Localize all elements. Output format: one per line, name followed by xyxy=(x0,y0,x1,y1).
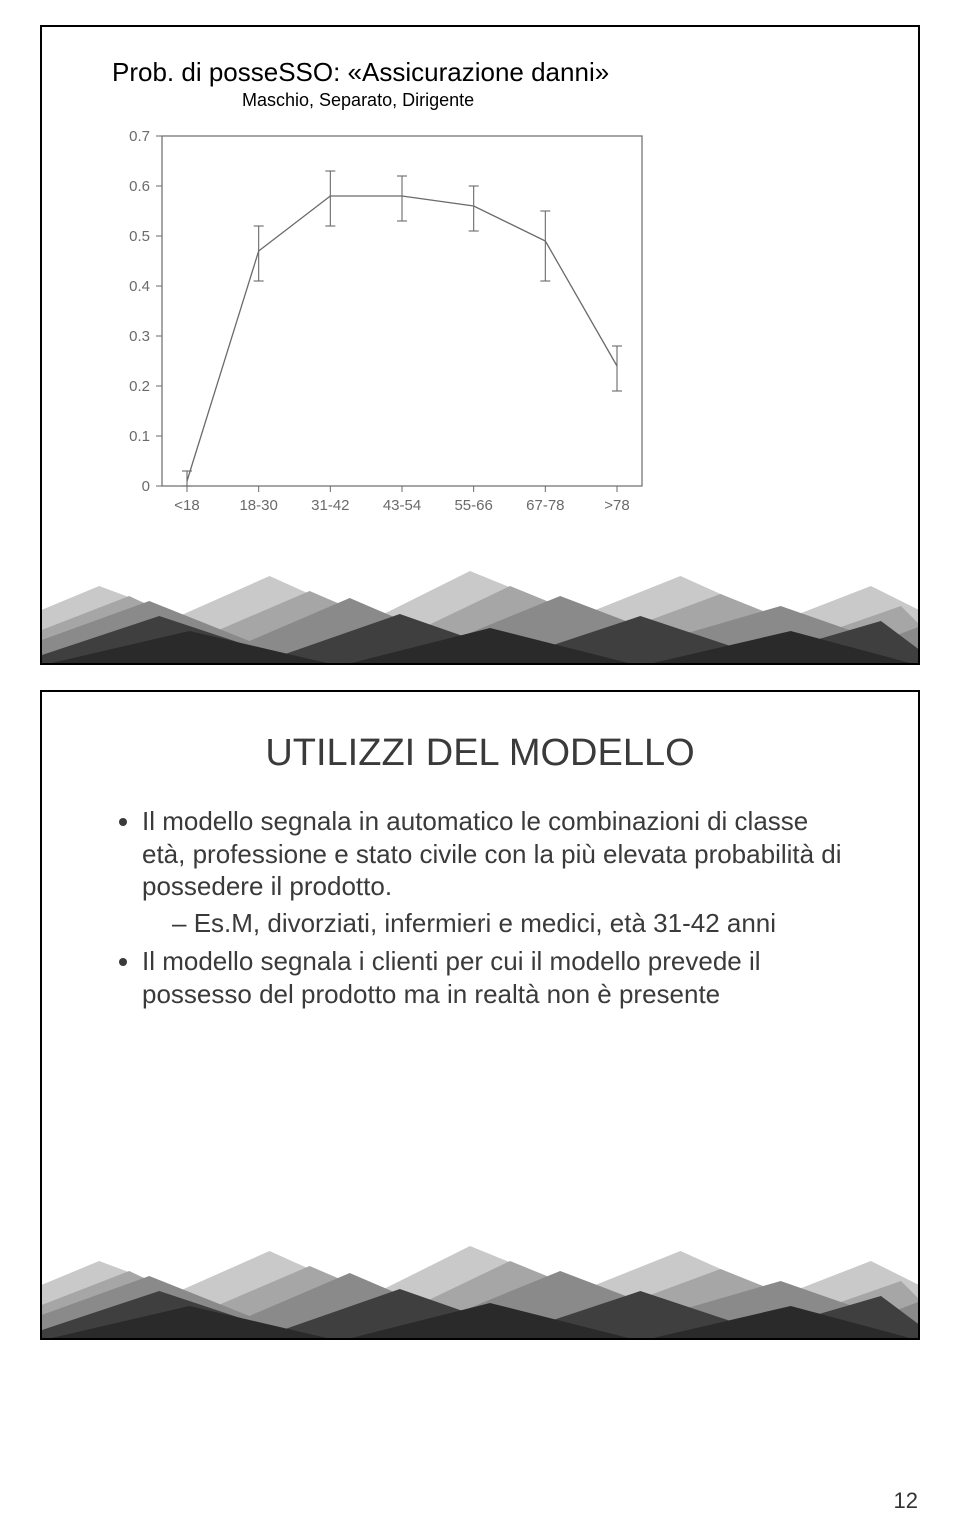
slide-1: Prob. di posseSSO: «Assicurazione danni»… xyxy=(40,25,920,665)
mountain-decoration xyxy=(40,1191,920,1340)
svg-text:0.4: 0.4 xyxy=(129,278,150,295)
svg-text:<18: <18 xyxy=(174,497,199,514)
svg-text:55-66: 55-66 xyxy=(454,497,492,514)
svg-text:0.1: 0.1 xyxy=(129,428,150,445)
bullet-2: Il modello segnala i clienti per cui il … xyxy=(142,946,761,1009)
probability-chart: 0 0.1 0.2 0.3 0.4 0.5 0.6 0.7 <18 18-30 31-42 43-54… xyxy=(102,126,662,526)
slide-2: UTILIZZI DEL MODELLO Il modello segnala … xyxy=(40,690,920,1340)
svg-text:0.7: 0.7 xyxy=(129,128,150,145)
svg-text:31-42: 31-42 xyxy=(311,497,349,514)
svg-text:0.3: 0.3 xyxy=(129,328,150,345)
page-number: 12 xyxy=(894,1488,918,1514)
svg-text:>78: >78 xyxy=(604,497,629,514)
slide2-title: UTILIZZI DEL MODELLO xyxy=(82,732,878,775)
svg-text:43-54: 43-54 xyxy=(383,497,421,514)
bullet-1-sub: Es.M, divorziati, infermieri e medici, e… xyxy=(194,908,776,938)
svg-text:0.6: 0.6 xyxy=(129,178,150,195)
bullet-1: Il modello segnala in automatico le comb… xyxy=(142,806,842,901)
mountain-decoration xyxy=(40,516,920,665)
slide2-bullets: Il modello segnala in automatico le comb… xyxy=(112,805,848,1010)
svg-text:0.2: 0.2 xyxy=(129,378,150,395)
slide1-subtitle: Maschio, Separato, Dirigente xyxy=(242,90,878,111)
svg-text:0.5: 0.5 xyxy=(129,228,150,245)
slide1-title: Prob. di posseSSO: «Assicurazione danni» xyxy=(112,57,878,88)
svg-text:67-78: 67-78 xyxy=(526,497,564,514)
svg-text:0: 0 xyxy=(142,478,150,495)
svg-text:18-30: 18-30 xyxy=(239,497,277,514)
